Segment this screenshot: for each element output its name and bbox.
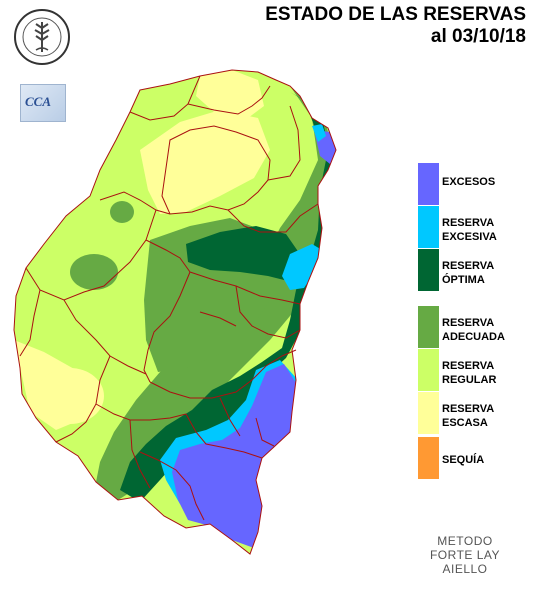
legend-label: RESERVA EXCESIVA <box>442 217 497 243</box>
zone-reserva-optima-center <box>186 226 304 282</box>
zone-reserva-adecuada-w1 <box>70 254 118 290</box>
legend-swatch <box>418 249 439 291</box>
title-line-1: ESTADO DE LAS RESERVAS <box>265 4 526 25</box>
zone-reserva-escasa-ne <box>196 70 264 118</box>
zone-reserva-adecuada-w2 <box>110 201 134 223</box>
title-line-2: al 03/10/18 <box>430 26 526 47</box>
map-title: ESTADO DE LAS RESERVAS al 03/10/18 <box>250 4 526 48</box>
legend-label: RESERVA ESCASA <box>442 403 495 429</box>
cca-logo-text: CCA <box>25 94 52 109</box>
zone-reserva-excesiva-east <box>282 244 322 290</box>
legend-label: RESERVA ÓPTIMA <box>442 260 495 286</box>
zone-reserva-escasa-north <box>140 110 270 214</box>
zone-reserva-excesiva-ne <box>312 124 326 142</box>
legend-label: EXCESOS <box>442 176 496 188</box>
legend-label: RESERVA REGULAR <box>442 360 497 386</box>
legend-swatch <box>418 437 439 479</box>
zone-reserva-escasa-sw <box>36 368 104 424</box>
method-note: METODO FORTE LAY AIELLO <box>429 534 501 576</box>
legend-swatch <box>418 206 439 248</box>
legend-label: RESERVA ADECUADA <box>442 317 505 343</box>
legend-swatch <box>418 349 439 391</box>
department-borders <box>13 69 337 555</box>
legend-swatch <box>418 392 439 434</box>
legend-swatch <box>418 163 439 205</box>
cca-logo: CCA <box>20 84 66 122</box>
zone-reserva-adecuada <box>96 72 330 500</box>
zone-reserva-optima <box>120 92 332 502</box>
legend-swatch <box>418 306 439 348</box>
zone-excesos-south <box>172 364 300 548</box>
bolsa-cereales-logo <box>14 9 70 65</box>
legend-label: SEQUÍA <box>442 454 485 466</box>
